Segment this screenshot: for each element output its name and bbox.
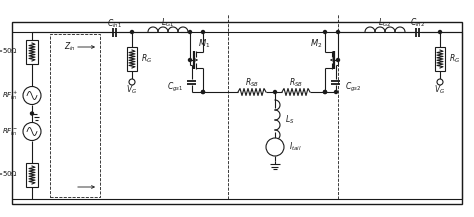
Text: $V_G$: $V_G$ — [127, 84, 137, 96]
Bar — [26, 40, 38, 64]
Circle shape — [201, 90, 204, 94]
Text: $RF_{in}^-$: $RF_{in}^-$ — [2, 126, 18, 137]
Circle shape — [189, 31, 191, 33]
Circle shape — [266, 138, 284, 156]
Circle shape — [189, 59, 191, 61]
Text: $R_{SB}$: $R_{SB}$ — [289, 77, 303, 89]
Circle shape — [201, 31, 204, 33]
Text: $V_G$: $V_G$ — [435, 84, 446, 96]
Circle shape — [323, 31, 327, 33]
Circle shape — [335, 90, 337, 94]
Text: $C_{gs1}$: $C_{gs1}$ — [167, 81, 183, 94]
Circle shape — [438, 31, 441, 33]
Text: $R_G$: $R_G$ — [141, 53, 152, 65]
Text: $R_S$=50$\Omega$: $R_S$=50$\Omega$ — [0, 170, 18, 180]
Circle shape — [201, 90, 204, 94]
Bar — [435, 47, 445, 71]
Text: $R_{SB}$: $R_{SB}$ — [245, 77, 259, 89]
Text: $L_{G1}$: $L_{G1}$ — [161, 17, 174, 29]
Circle shape — [337, 59, 339, 61]
Circle shape — [337, 31, 339, 33]
Circle shape — [129, 79, 135, 85]
Text: $RF_{in}^+$: $RF_{in}^+$ — [2, 89, 18, 102]
Text: $R_G$: $R_G$ — [449, 53, 460, 65]
Bar — [26, 163, 38, 187]
Text: $M_2$: $M_2$ — [310, 38, 322, 50]
Text: $Z_{in}$: $Z_{in}$ — [64, 41, 76, 53]
Circle shape — [130, 31, 134, 33]
Text: $R_S$=50$\Omega$: $R_S$=50$\Omega$ — [0, 47, 18, 57]
Circle shape — [23, 87, 41, 105]
Circle shape — [323, 90, 327, 94]
Bar — [127, 47, 137, 71]
Text: $C_{in2}$: $C_{in2}$ — [410, 17, 426, 29]
Text: $C_{in1}$: $C_{in1}$ — [108, 18, 123, 30]
Text: $I_{tail}$: $I_{tail}$ — [289, 141, 301, 153]
Circle shape — [23, 123, 41, 140]
Bar — [12, 22, 462, 204]
Text: $L_{G2}$: $L_{G2}$ — [378, 17, 392, 29]
Text: $M_1$: $M_1$ — [198, 38, 210, 50]
Circle shape — [323, 90, 327, 94]
Circle shape — [437, 79, 443, 85]
Circle shape — [30, 112, 34, 115]
Text: $C_{gs2}$: $C_{gs2}$ — [345, 81, 361, 94]
Circle shape — [273, 90, 276, 94]
Text: $L_S$: $L_S$ — [285, 114, 294, 126]
Bar — [50, 34, 100, 197]
